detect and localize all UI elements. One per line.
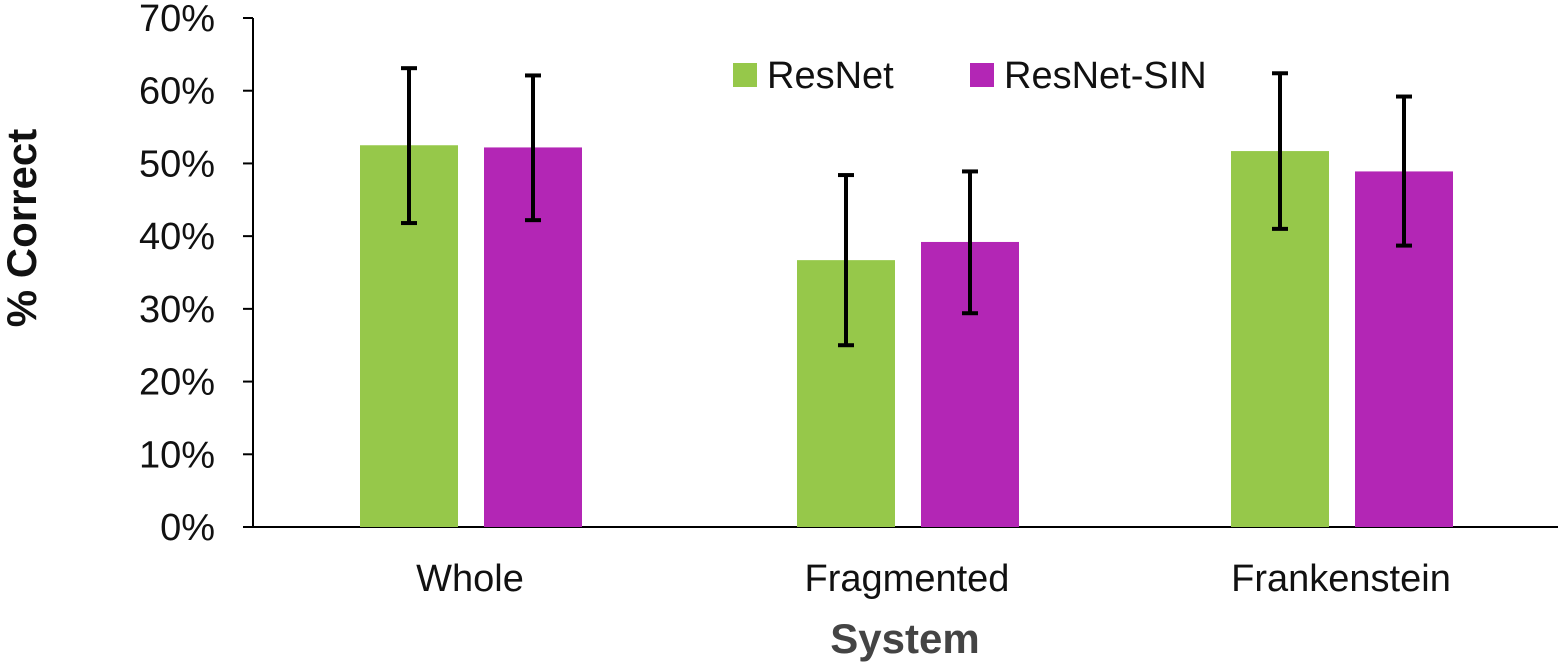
error-bar <box>525 73 541 223</box>
plot-area: 0% 10% 20% 30% 40% 50% 60% 70% Whole Fragmented Fr… <box>139 0 1558 600</box>
legend-swatch <box>733 63 757 87</box>
error-bar <box>401 66 417 226</box>
legend: ResNet ResNet-SIN <box>733 55 1207 97</box>
x-tick-label: Frankenstein <box>1231 558 1451 600</box>
y-axis-title: % Correct <box>0 129 45 327</box>
x-tick-label: Fragmented <box>805 558 1010 600</box>
y-tick-label: 20% <box>139 362 215 404</box>
y-tick-label: 70% <box>139 0 215 40</box>
y-tick-label: 30% <box>139 289 215 331</box>
legend-item: ResNet-SIN <box>970 55 1207 97</box>
y-tick-label: 40% <box>139 216 215 258</box>
error-bar <box>1272 71 1288 231</box>
x-tick-label: Whole <box>416 558 524 600</box>
y-tick-label: 0% <box>160 507 215 549</box>
x-axis-title: System <box>830 615 979 662</box>
error-bar <box>962 169 978 316</box>
legend-swatch <box>970 63 994 87</box>
legend-label: ResNet-SIN <box>1004 55 1207 97</box>
y-tick-label: 50% <box>139 143 215 185</box>
y-tick-label: 10% <box>139 434 215 476</box>
legend-item: ResNet <box>733 55 894 97</box>
legend-label: ResNet <box>767 55 894 97</box>
error-bar <box>838 173 854 348</box>
error-bar <box>1396 94 1412 248</box>
y-tick-label: 60% <box>139 71 215 113</box>
